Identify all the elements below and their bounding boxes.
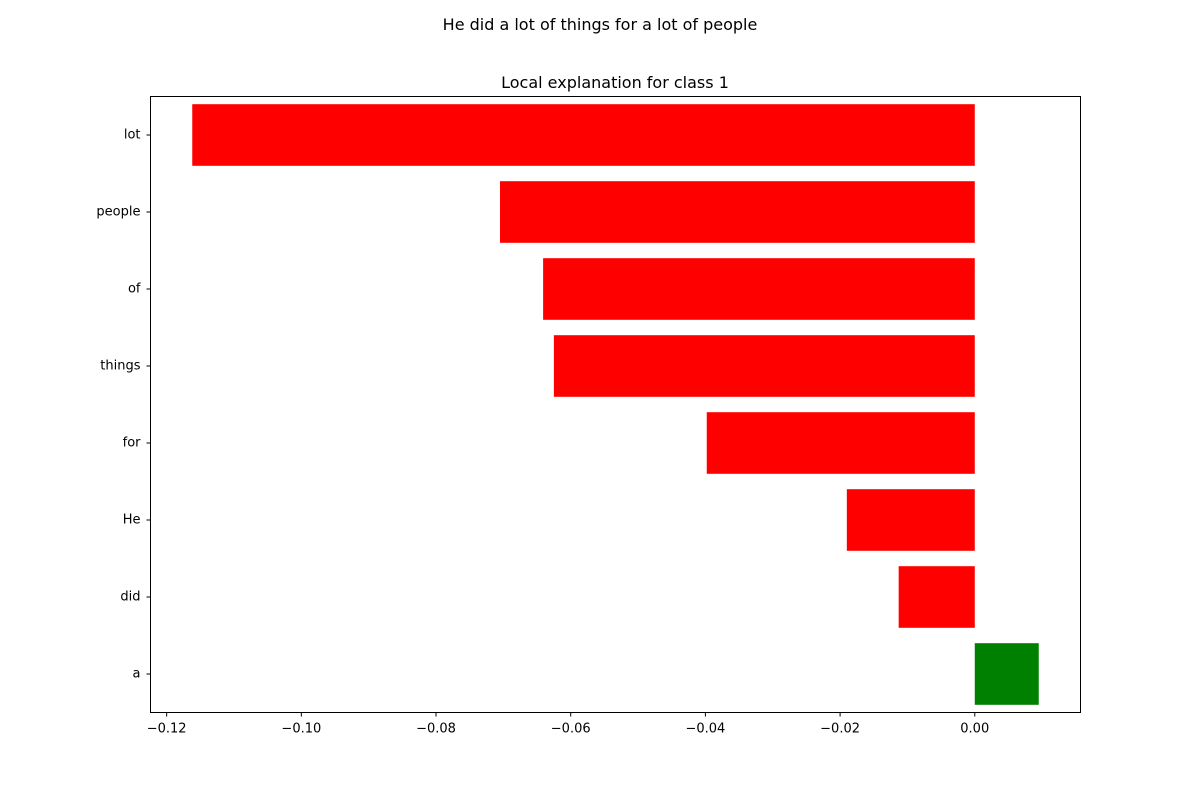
x-axis-ticks: −0.12 −0.10 −0.08 −0.06 −0.04 −0.02 0.00 [147,712,989,737]
y-tick-label: He [123,513,141,528]
x-tick-label: −0.12 [147,722,187,737]
chart-title: Local explanation for class 1 [501,73,729,92]
bar-for [706,412,975,474]
bar-people [500,181,975,243]
y-axis-ticks: lot people of things for He did a [96,128,151,682]
y-tick-label: did [120,590,140,605]
bar-did [898,566,975,628]
y-tick-label: of [128,282,141,297]
bar-things [553,335,975,397]
bar-a [974,643,1039,705]
y-tick-label: lot [124,128,141,143]
bars-layer [192,104,1039,705]
x-tick-label: −0.04 [685,722,725,737]
x-tick-label: −0.06 [551,722,591,737]
chart-suptitle: He did a lot of things for a lot of peop… [443,15,758,34]
x-tick-label: −0.08 [416,722,456,737]
bar-lot [192,104,975,166]
x-tick-label: 0.00 [960,722,989,737]
x-tick-label: −0.10 [281,722,321,737]
x-tick-label: −0.02 [820,722,860,737]
y-tick-label: people [96,205,140,220]
bar-of [543,258,975,320]
y-tick-label: for [123,436,142,451]
y-tick-label: a [133,667,141,682]
y-tick-label: things [100,359,140,374]
bar-He [846,489,975,551]
plot-area-frame [150,96,1081,713]
